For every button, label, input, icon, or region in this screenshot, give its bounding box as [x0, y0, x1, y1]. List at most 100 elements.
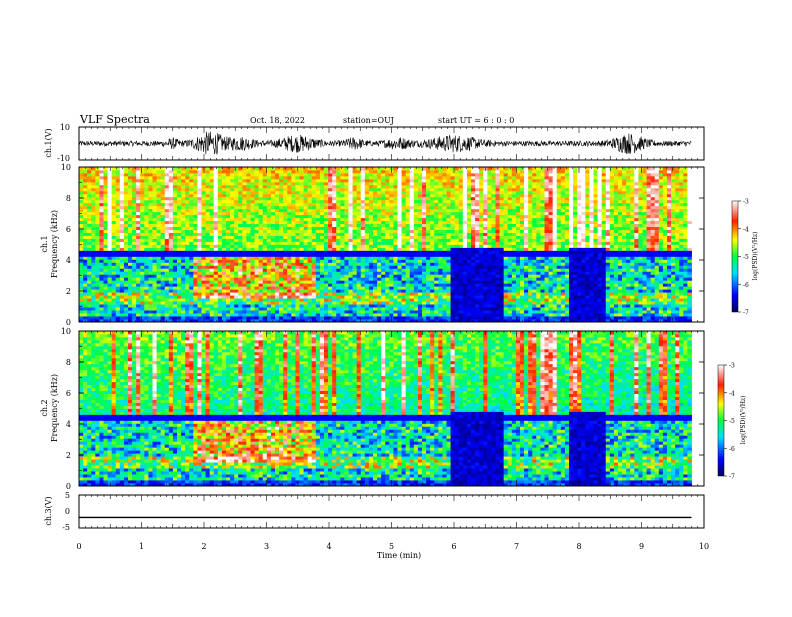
- spectrogram-cell: [218, 227, 222, 230]
- spectrogram-cell: [422, 253, 426, 256]
- spectrogram-cell: [169, 247, 173, 250]
- spectrogram-cell: [210, 239, 214, 242]
- spectrogram-cell: [197, 230, 201, 233]
- spectrogram-cell: [202, 289, 206, 292]
- spectrogram-cell: [161, 170, 165, 173]
- spectrogram-cell: [177, 170, 181, 173]
- spectrogram-cell: [169, 230, 173, 233]
- spectrogram-cell: [459, 274, 463, 277]
- spectrogram-cell: [320, 224, 324, 227]
- spectrogram-cell: [304, 215, 308, 218]
- spectrogram-cell: [120, 250, 124, 253]
- spectrogram-cell: [336, 209, 340, 212]
- spectrogram-cell: [120, 259, 124, 262]
- spectrogram-cell: [426, 289, 430, 292]
- spectrogram-cell: [144, 188, 148, 191]
- spectrogram-cell: [361, 227, 365, 230]
- spectrogram-cell: [451, 280, 455, 283]
- spectrogram-cell: [344, 233, 348, 236]
- spectrogram-cell: [140, 256, 144, 259]
- spectrogram-cell: [320, 185, 324, 188]
- spectrogram-cell: [218, 191, 222, 194]
- spectrogram-cell: [91, 233, 95, 236]
- spectrogram-cell: [271, 289, 275, 292]
- spectrogram-cell: [377, 301, 381, 304]
- spectrogram-cell: [320, 182, 324, 185]
- spectrogram-cell: [406, 245, 410, 248]
- spectrogram-cell: [177, 188, 181, 191]
- spectrogram-cell: [291, 301, 295, 304]
- spectrogram-cell: [414, 191, 418, 194]
- spectrogram-cell: [230, 170, 234, 173]
- spectrogram-cell: [430, 194, 434, 197]
- spectrogram-cell: [87, 230, 91, 233]
- spectrogram-cell: [275, 253, 279, 256]
- spectrogram-cell: [112, 247, 116, 250]
- spectrogram-cell: [402, 176, 406, 179]
- spectrogram-cell: [128, 227, 132, 230]
- spectrogram-cell: [328, 194, 332, 197]
- spectrogram-cell: [116, 274, 120, 277]
- spectrogram-cell: [226, 194, 230, 197]
- spectrogram-cell: [206, 239, 210, 242]
- spectrogram-cell: [300, 259, 304, 262]
- spectrogram-cell: [389, 242, 393, 245]
- spectrogram-cell: [193, 221, 197, 224]
- spectrogram-cell: [434, 316, 438, 319]
- spectrogram-cell: [255, 242, 259, 245]
- spectrogram-cell: [426, 265, 430, 268]
- spectrogram-cell: [124, 203, 128, 206]
- spectrogram-cell: [189, 247, 193, 250]
- spectrogram-cell: [108, 185, 112, 188]
- spectrogram-cell: [157, 289, 161, 292]
- spectrogram-cell: [385, 191, 389, 194]
- spectrogram-cell: [157, 256, 161, 259]
- spectrogram-cell: [414, 259, 418, 262]
- spectrogram-cell: [389, 182, 393, 185]
- spectrogram-cell: [148, 176, 152, 179]
- spectrogram-cell: [218, 185, 222, 188]
- spectrogram-cell: [393, 188, 397, 191]
- spectrogram-cell: [202, 307, 206, 310]
- spectrogram-cell: [463, 247, 467, 250]
- spectrogram-cell: [112, 197, 116, 200]
- spectrogram-cell: [259, 191, 263, 194]
- spectrogram-cell: [173, 286, 177, 289]
- spectrogram-cell: [136, 239, 140, 242]
- spectrogram-cell: [255, 271, 259, 274]
- spectrogram-cell: [210, 191, 214, 194]
- spectrogram-cell: [406, 283, 410, 286]
- spectrogram-cell: [402, 170, 406, 173]
- spectrogram-cell: [169, 259, 173, 262]
- spectrogram-cell: [222, 307, 226, 310]
- spectrogram-cell: [112, 301, 116, 304]
- spectrogram-cell: [426, 239, 430, 242]
- spectrogram-cell: [324, 236, 328, 239]
- spectrogram-cell: [430, 295, 434, 298]
- spectrogram-cell: [389, 191, 393, 194]
- spectrogram-cell: [312, 239, 316, 242]
- spectrogram-cell: [79, 203, 83, 206]
- spectrogram-cell: [124, 206, 128, 209]
- spectrogram-cell: [418, 310, 422, 313]
- spectrogram-cell: [202, 230, 206, 233]
- spectrogram-cell: [197, 206, 201, 209]
- spectrogram-cell: [279, 185, 283, 188]
- spectrogram-cell: [467, 259, 471, 262]
- spectrogram-cell: [173, 185, 177, 188]
- spectrogram-cell: [430, 280, 434, 283]
- spectrogram-cell: [438, 176, 442, 179]
- spectrogram-cell: [185, 295, 189, 298]
- spectrogram-cell: [140, 176, 144, 179]
- spectrogram-cell: [304, 304, 308, 307]
- spectrogram-cell: [402, 191, 406, 194]
- spectrogram-cell: [242, 218, 246, 221]
- spectrogram-cell: [153, 280, 157, 283]
- spectrogram-cell: [226, 301, 230, 304]
- spectrogram-cell: [193, 286, 197, 289]
- spectrogram-cell: [304, 295, 308, 298]
- spectrogram-cell: [104, 176, 108, 179]
- spectrogram-cell: [214, 188, 218, 191]
- spectrogram-cell: [222, 200, 226, 203]
- spectrogram-cell: [95, 265, 99, 268]
